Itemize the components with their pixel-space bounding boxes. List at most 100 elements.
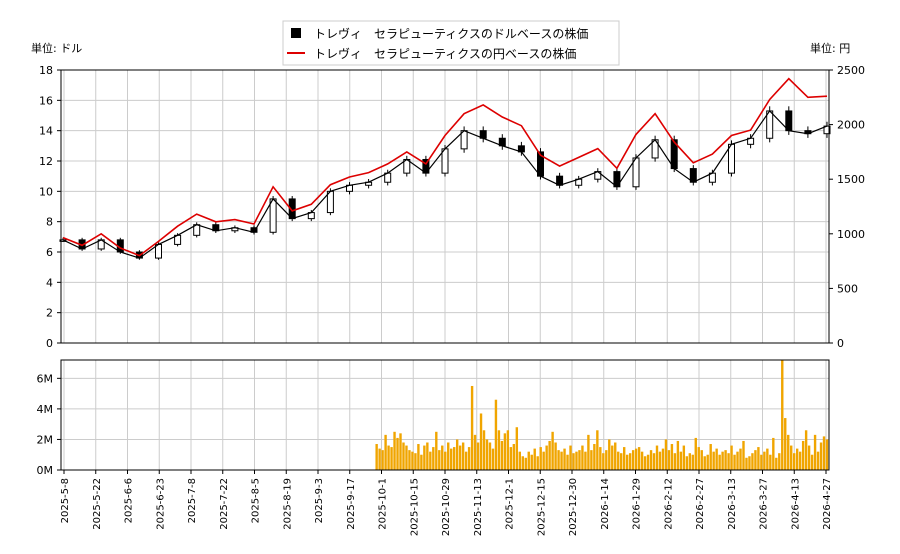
legend-box bbox=[282, 20, 620, 66]
x-tick-label: 2025-12-30 bbox=[568, 478, 579, 536]
volume-bar bbox=[378, 448, 381, 470]
volume-bar bbox=[393, 431, 396, 470]
volume-bar bbox=[622, 447, 626, 470]
usd-price-candle bbox=[728, 143, 735, 174]
x-tick-label: 2025-12-1 bbox=[505, 478, 516, 530]
volume-bar bbox=[572, 453, 575, 470]
legend: トレヴィ セラピューティクスのドルベースの株価 トレヴィ セラピューティクスの円… bbox=[282, 20, 620, 66]
volume-bar bbox=[640, 451, 644, 470]
volume-bar bbox=[470, 385, 474, 470]
volume-bar bbox=[587, 434, 590, 470]
x-tick-label: 2025-8-19 bbox=[282, 478, 293, 530]
volume-bar bbox=[685, 456, 689, 470]
volume-bar bbox=[405, 445, 408, 470]
volume-bar bbox=[775, 457, 778, 470]
x-tick-label: 2025-10-1 bbox=[378, 478, 389, 530]
usd-price-candle bbox=[766, 110, 774, 139]
volume-bar bbox=[712, 451, 715, 470]
volume-bar bbox=[766, 448, 769, 470]
volume-bar bbox=[420, 454, 423, 470]
x-tick-label: 2025-6-23 bbox=[155, 478, 166, 530]
volume-bar bbox=[822, 436, 826, 470]
jpy-price-line bbox=[62, 77, 828, 257]
volume-bar bbox=[515, 427, 519, 470]
volume-bar bbox=[399, 433, 402, 470]
volume-tick-label: 0M bbox=[37, 464, 54, 477]
volume-bar bbox=[455, 439, 459, 470]
volume-bar bbox=[506, 430, 510, 470]
volume-bar bbox=[503, 433, 507, 470]
volume-bar bbox=[387, 445, 390, 470]
volume-bar bbox=[518, 451, 522, 470]
volume-bar bbox=[792, 453, 796, 470]
volume-bar bbox=[593, 444, 596, 470]
volume-bar bbox=[414, 453, 417, 470]
volume-bar bbox=[447, 442, 450, 470]
volume-bar bbox=[667, 450, 671, 470]
x-tick-label: 2026-3-27 bbox=[759, 478, 770, 530]
legend-marker-usd bbox=[291, 28, 301, 38]
volume-bar bbox=[733, 454, 736, 470]
left-tick-label: 4 bbox=[46, 276, 53, 289]
volume-bar bbox=[509, 447, 513, 470]
volume-bar bbox=[566, 454, 569, 470]
volume-bar bbox=[813, 434, 817, 470]
volume-bar bbox=[617, 451, 620, 470]
volume-bar bbox=[724, 450, 727, 470]
volume-bar bbox=[679, 451, 683, 470]
volume-bar bbox=[444, 451, 447, 470]
volume-bar bbox=[652, 453, 656, 470]
volume-bar bbox=[745, 457, 748, 470]
volume-bar bbox=[739, 448, 742, 470]
x-tick-label: 2025-5-22 bbox=[92, 478, 103, 530]
volume-bar bbox=[661, 448, 665, 470]
left-tick-label: 6 bbox=[46, 246, 53, 259]
volume-bar bbox=[485, 439, 489, 470]
x-tick-label: 2025-12-15 bbox=[536, 478, 547, 536]
volume-bar bbox=[798, 451, 802, 470]
volume-bar bbox=[637, 447, 641, 470]
volume-bar bbox=[772, 437, 775, 470]
volume-bar bbox=[790, 445, 793, 470]
x-tick-label: 2026-2-27 bbox=[695, 478, 706, 530]
volume-bar bbox=[536, 456, 539, 470]
volume-bar bbox=[649, 450, 653, 470]
volume-bar bbox=[602, 453, 605, 470]
volume-bar bbox=[736, 451, 739, 470]
x-tick-label: 2026-2-12 bbox=[663, 478, 674, 530]
volume-bar bbox=[560, 451, 563, 470]
x-tick-label: 2025-5-8 bbox=[60, 478, 71, 523]
volume-bar bbox=[554, 442, 557, 470]
volume-bar bbox=[655, 445, 659, 470]
x-tick-label: 2025-6-6 bbox=[124, 478, 135, 523]
x-tick-label: 2025-9-17 bbox=[346, 478, 357, 530]
volume-bar bbox=[429, 451, 432, 470]
volume-bar bbox=[634, 448, 638, 470]
left-tick-label: 12 bbox=[39, 155, 53, 168]
volume-bar bbox=[605, 450, 608, 470]
volume-bar bbox=[730, 445, 733, 470]
volume-bar bbox=[742, 440, 745, 470]
volume-bar bbox=[542, 451, 545, 470]
volume-bar bbox=[691, 454, 694, 470]
volume-bar bbox=[807, 445, 811, 470]
volume-bar bbox=[452, 447, 456, 470]
volume-bar bbox=[578, 450, 581, 470]
volume-bar bbox=[620, 453, 623, 470]
volume-bar bbox=[658, 451, 662, 470]
volume-tick-label: 2M bbox=[37, 433, 54, 446]
volume-bar bbox=[423, 445, 426, 470]
volume-bar bbox=[664, 439, 668, 470]
volume-bar bbox=[408, 450, 411, 470]
volume-bar bbox=[527, 451, 530, 470]
volume-bar bbox=[614, 442, 617, 470]
volume-bar bbox=[781, 360, 784, 470]
volume-bar bbox=[476, 442, 480, 470]
price-panel: 0 2 4 6 8 10 12 14 16 18 0 500 1000 1500 2000 2500 bbox=[39, 64, 865, 350]
volume-bar bbox=[390, 447, 393, 470]
right-axis-unit: 単位: 円 bbox=[810, 41, 850, 55]
left-tick-label: 0 bbox=[46, 337, 53, 350]
volume-bar bbox=[494, 399, 498, 470]
volume-bar bbox=[384, 434, 387, 470]
usd-price-candle bbox=[59, 239, 67, 242]
